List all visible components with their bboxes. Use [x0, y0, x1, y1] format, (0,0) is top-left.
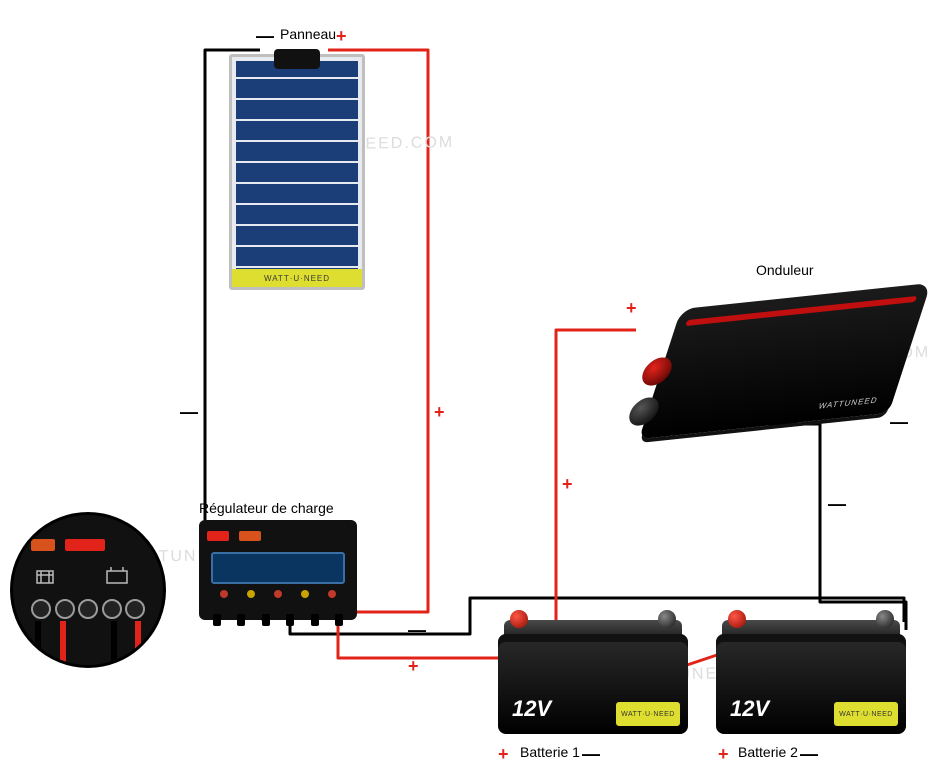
controller-terminal: [311, 614, 319, 626]
polarity-plus: +: [498, 744, 509, 765]
battery-1: 12V WATT·U·NEED: [498, 614, 688, 734]
battery-pos-terminal: [728, 610, 746, 628]
battery-voltage: 12V: [512, 696, 551, 722]
battery-2: 12V WATT·U·NEED: [716, 614, 906, 734]
polarity-plus: +: [336, 26, 347, 47]
controller-led: [274, 590, 282, 598]
panel-brand: WATT·U·NEED: [232, 269, 362, 287]
battery-brand: WATT·U·NEED: [834, 702, 898, 726]
detail-wire-neg: [111, 621, 117, 665]
polarity-plus: +: [434, 402, 445, 423]
polarity-minus: —: [828, 494, 846, 515]
solar-wiring-diagram: WWW.WATTUNEED.COM WWW.WATTUNEED.COM WWW.…: [0, 0, 940, 781]
detail-wire-neg: [35, 621, 41, 665]
polarity-minus: —: [582, 744, 600, 765]
controller-led: [301, 590, 309, 598]
detail-wire-pos: [135, 621, 141, 665]
controller-terminal: [286, 614, 294, 626]
polarity-plus: +: [408, 656, 419, 677]
polarity-plus: +: [562, 474, 573, 495]
terminal-detail-inset: [10, 512, 166, 668]
controller-screen: [211, 552, 345, 584]
polarity-minus: —: [408, 620, 426, 641]
battery-voltage: 12V: [730, 696, 769, 722]
detail-icons: [13, 561, 163, 601]
polarity-minus: —: [180, 402, 198, 423]
controller-led: [328, 590, 336, 598]
controller-led: [247, 590, 255, 598]
detail-wire-pos: [60, 621, 66, 665]
controller-terminal: [213, 614, 221, 626]
controller-led: [220, 590, 228, 598]
panel-label: Panneau: [280, 26, 336, 42]
controller-tab: [239, 531, 261, 541]
battery-neg-terminal: [876, 610, 894, 628]
battery1-label: Batterie 1: [520, 744, 580, 760]
polarity-plus: +: [626, 298, 637, 319]
polarity-minus: —: [890, 412, 908, 433]
detail-tab: [31, 539, 55, 551]
battery-pos-terminal: [510, 610, 528, 628]
detail-port: [31, 599, 51, 619]
polarity-minus: —: [256, 26, 274, 47]
detail-port: [102, 599, 122, 619]
detail-port: [125, 599, 145, 619]
regulator-label: Régulateur de charge: [199, 500, 334, 516]
solar-panel: WATT·U·NEED: [229, 54, 365, 290]
detail-port: [55, 599, 75, 619]
battery-neg-terminal: [658, 610, 676, 628]
battery2-label: Batterie 2: [738, 744, 798, 760]
charge-controller: [199, 520, 357, 620]
detail-port: [78, 599, 98, 619]
detail-tab: [65, 539, 105, 551]
controller-terminal: [262, 614, 270, 626]
polarity-plus: +: [718, 744, 729, 765]
controller-terminal: [237, 614, 245, 626]
controller-terminal: [335, 614, 343, 626]
polarity-minus: —: [800, 744, 818, 765]
inverter-brand: WATTUNEED: [817, 396, 879, 411]
inverter-label: Onduleur: [756, 262, 814, 278]
battery-brand: WATT·U·NEED: [616, 702, 680, 726]
controller-tab: [207, 531, 229, 541]
